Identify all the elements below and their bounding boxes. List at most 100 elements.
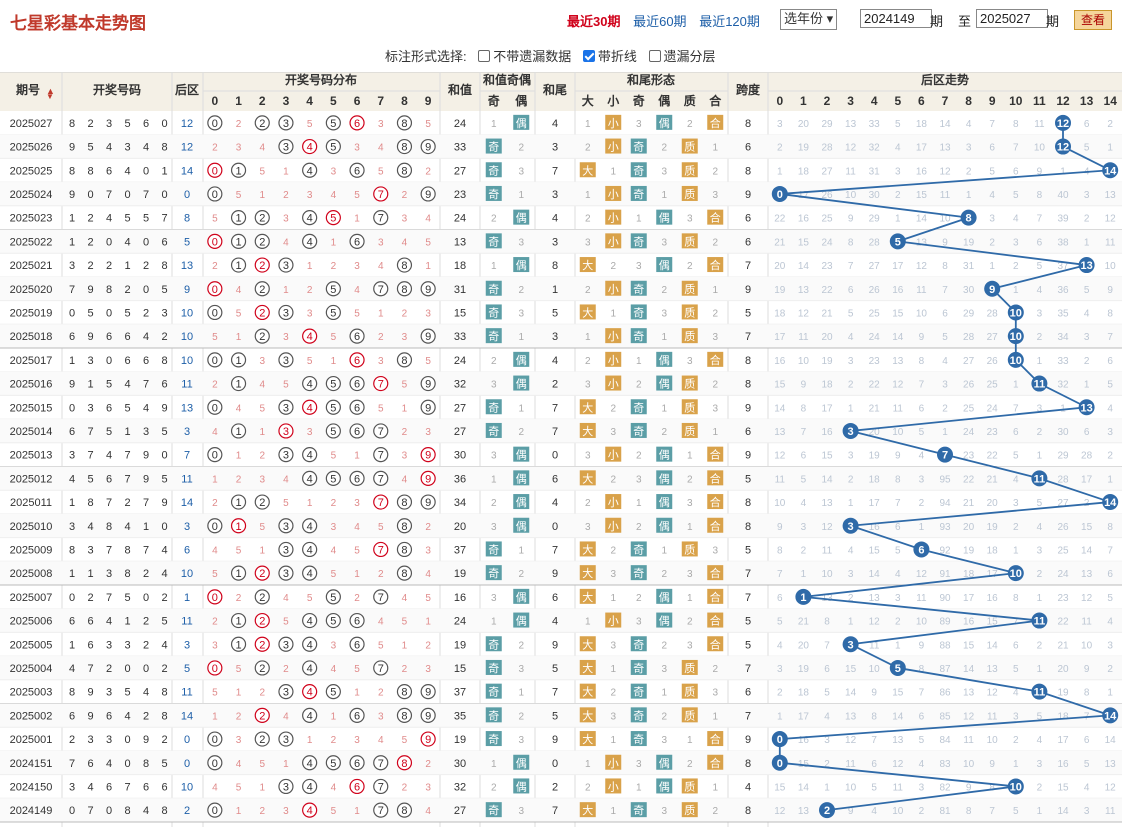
sum-oe-miss: 3 xyxy=(518,735,524,746)
trend-miss: 10 xyxy=(1105,261,1117,272)
tail-form-miss: 2 xyxy=(636,380,642,391)
to-unit-label: 期 xyxy=(1046,14,1060,29)
draw-digit: 5 xyxy=(143,213,149,225)
query-button[interactable]: 查看 xyxy=(1074,10,1112,30)
tail-form-text: 小 xyxy=(608,780,619,793)
dist-miss: 3 xyxy=(378,119,384,130)
trend-miss: 3 xyxy=(942,380,948,391)
trend-ball-digit: 3 xyxy=(848,639,854,651)
range-30-link[interactable]: 最近30期 xyxy=(567,14,621,29)
sort-down-icon[interactable]: ▼ xyxy=(46,92,54,101)
dist-ball xyxy=(420,399,436,415)
tail-form-text: 大 xyxy=(582,542,593,556)
from-period-input[interactable]: 2024149 xyxy=(860,9,932,28)
draw-digit: 4 xyxy=(143,805,149,817)
draw-digit: 5 xyxy=(106,426,112,438)
tail-form-mark xyxy=(605,114,622,130)
sum-oe-text: 奇 xyxy=(488,425,499,438)
sort-icon[interactable]: ▲ xyxy=(46,86,55,96)
tail-form-mark xyxy=(707,731,724,747)
trend-miss: 9 xyxy=(777,522,783,533)
dist-miss: 5 xyxy=(212,688,218,699)
sum-oe-mark xyxy=(485,233,502,249)
range-60-link[interactable]: 最近60期 xyxy=(633,14,687,29)
trend-miss: 5 xyxy=(1084,759,1090,770)
dist-ball xyxy=(325,375,341,392)
dist-ball xyxy=(349,399,365,415)
dist-digit-header: 6 xyxy=(354,94,361,108)
draw-digit: 3 xyxy=(143,426,149,438)
trend-ball xyxy=(937,446,953,463)
year-select[interactable]: 选年份 ▾ xyxy=(780,9,838,30)
sum-oe-miss: 2 xyxy=(518,711,524,722)
tail-form-text: 偶 xyxy=(659,354,670,367)
sum-cell: 27 xyxy=(454,402,466,414)
tail-form-miss: 1 xyxy=(610,806,616,817)
draw-digit: 5 xyxy=(124,592,130,604)
tail-form-miss: 3 xyxy=(610,640,616,651)
sum-oe-mark xyxy=(485,304,502,320)
tail-form-miss: 1 xyxy=(661,190,667,201)
tail-form-sub-header: 奇 xyxy=(633,93,645,108)
dist-ball xyxy=(278,352,294,368)
span-cell: 8 xyxy=(745,355,751,367)
tail-form-text: 小 xyxy=(608,188,619,201)
draw-digit: 3 xyxy=(87,402,93,414)
draw-digit: 0 xyxy=(87,189,93,201)
tail-cell: 4 xyxy=(552,355,558,367)
trend-miss: 7 xyxy=(942,285,948,296)
to-period-input[interactable]: 2025027 xyxy=(976,9,1048,28)
trend-miss: 22 xyxy=(1057,617,1069,628)
draw-digit: 2 xyxy=(143,307,149,319)
dist-ball-digit: 6 xyxy=(354,379,360,391)
tail-form-miss: 2 xyxy=(610,688,616,699)
trend-miss: 14 xyxy=(892,711,904,722)
trend-miss: 6 xyxy=(801,451,807,462)
no-miss-checkbox[interactable] xyxy=(478,50,491,62)
period-cell: 2025020 xyxy=(10,284,53,296)
trend-miss: 5 xyxy=(1013,664,1019,675)
tail-form-text: 偶 xyxy=(659,780,670,793)
dist-ball xyxy=(373,778,389,795)
sum-oe-miss: 1 xyxy=(518,332,524,343)
trend-miss: 9 xyxy=(942,237,948,248)
span-cell: 9 xyxy=(745,402,751,414)
trend-miss: 17 xyxy=(963,593,975,604)
dist-miss: 2 xyxy=(425,522,431,533)
dist-miss: 2 xyxy=(331,735,337,746)
tail-form-mark xyxy=(681,659,698,675)
trend-miss: 3 xyxy=(1013,237,1019,248)
dist-ball-digit: 3 xyxy=(283,307,289,319)
miss-layer-checkbox[interactable] xyxy=(648,50,661,62)
draw-digit: 5 xyxy=(161,616,167,628)
tail-form-text: 奇 xyxy=(633,638,644,651)
dist-miss: 2 xyxy=(236,474,242,485)
dist-miss: 1 xyxy=(331,237,337,248)
trend-miss: 18 xyxy=(774,308,786,319)
polyline-checkbox[interactable] xyxy=(582,50,595,62)
dist-ball-digit: 3 xyxy=(283,142,289,154)
trend-miss: 1 xyxy=(1037,451,1043,462)
trend-miss: 16 xyxy=(774,356,786,367)
trend-miss: 11 xyxy=(1105,806,1116,817)
dist-miss: 3 xyxy=(402,214,408,225)
trend-ball-digit: 3 xyxy=(848,521,854,533)
dist-ball-digit: 0 xyxy=(212,307,218,319)
dist-ball xyxy=(349,115,365,131)
dist-ball xyxy=(396,281,413,297)
trend-ball-digit: 1 xyxy=(800,592,806,604)
tail-form-text: 合 xyxy=(710,614,721,628)
sum-oe-text: 奇 xyxy=(488,733,499,746)
draw-digit: 7 xyxy=(143,379,149,391)
annotation-options: 标注形式选择: 不带遗漏数据 带折线 遗漏分层 xyxy=(385,46,716,65)
tail-form-text: 大 xyxy=(582,637,593,651)
draw-digit: 6 xyxy=(69,616,75,628)
trend-miss: 6 xyxy=(942,308,948,319)
range-120-link[interactable]: 最近120期 xyxy=(699,14,760,29)
trend-miss: 11 xyxy=(1034,119,1045,130)
trend-miss: 11 xyxy=(845,166,856,177)
dist-miss: 2 xyxy=(212,380,218,391)
dist-ball xyxy=(230,518,247,534)
dist-ball xyxy=(207,162,223,178)
dist-ball-digit: 8 xyxy=(401,142,407,154)
